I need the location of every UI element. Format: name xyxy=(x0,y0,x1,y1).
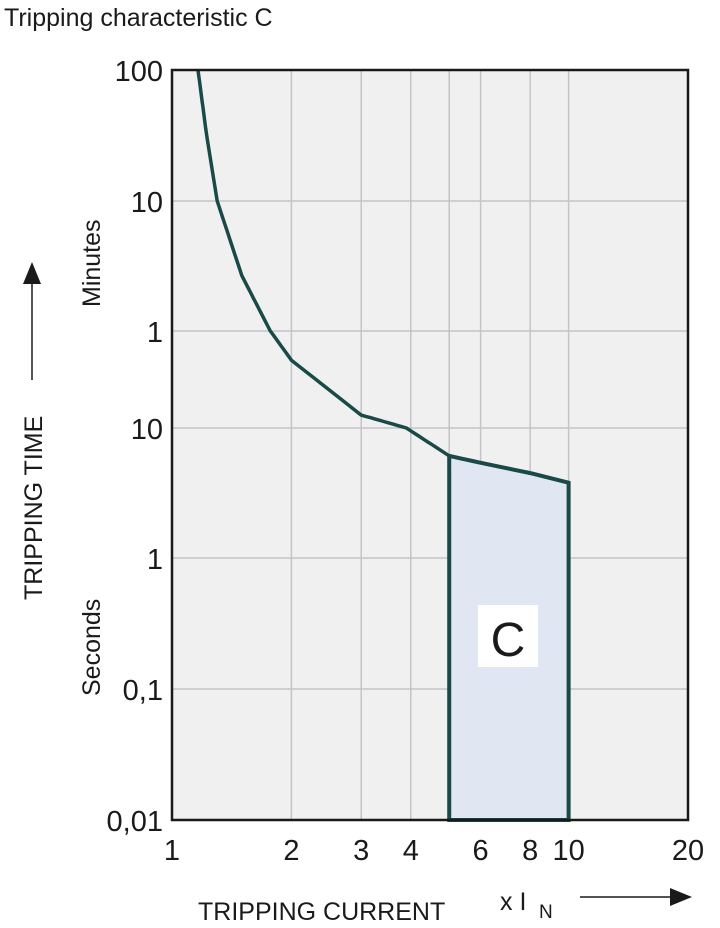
x-tick-label: 20 xyxy=(672,835,704,867)
tripping-curve xyxy=(196,69,570,485)
x-tick-label: 2 xyxy=(283,835,299,867)
y-unit-seconds: Seconds xyxy=(78,599,106,696)
x-tick-label: 1 xyxy=(164,835,180,867)
x-tick-label: 6 xyxy=(473,835,489,867)
y-tick-label: 1 xyxy=(147,317,163,349)
y-tick-label: 0,01 xyxy=(107,806,163,838)
y-tick-label: 1 xyxy=(147,544,163,576)
x-axis-label: TRIPPING CURRENT xyxy=(198,898,445,926)
x-unit-prefix: x I xyxy=(500,888,526,916)
x-tick-label: 3 xyxy=(353,835,369,867)
x-unit-subscript: N xyxy=(539,902,553,923)
chart-title: Tripping characteristic C xyxy=(4,4,273,32)
x-tick-label: 8 xyxy=(522,835,538,867)
y-tick-label: 0,1 xyxy=(123,675,163,707)
region-label-box xyxy=(478,605,538,667)
plot-frame xyxy=(170,68,690,822)
y-axis-label: TRIPPING TIME xyxy=(20,416,48,600)
x-tick-label: 4 xyxy=(403,835,419,867)
region-label: C xyxy=(491,614,526,667)
y-tick-label: 10 xyxy=(131,414,163,446)
y-unit-minutes: Minutes xyxy=(78,219,106,307)
y-arrow-head xyxy=(23,262,41,284)
y-tick-label: 10 xyxy=(131,187,163,219)
x-arrow-head xyxy=(670,888,692,906)
x-tick-label: 10 xyxy=(552,835,584,867)
y-tick-label: 100 xyxy=(115,56,163,88)
